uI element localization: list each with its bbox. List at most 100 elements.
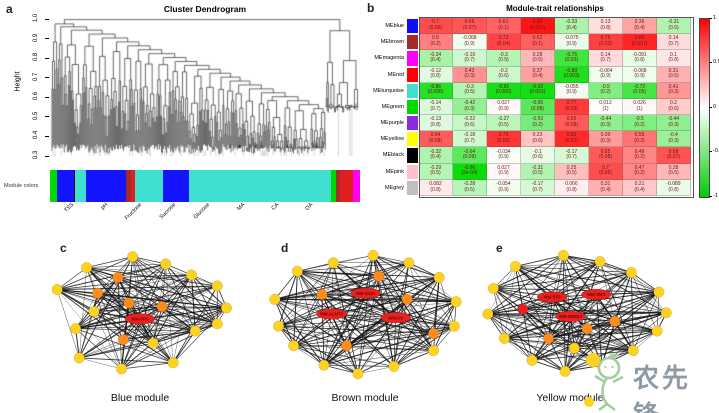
network-edge <box>346 276 380 346</box>
network-node <box>147 337 159 349</box>
heatmap-row: MEpink -0.29 (0.5) -0.96 (2e-04) 0.027 (0.9) -0… <box>373 163 691 180</box>
hub-label: WM-SWEET <box>559 314 583 319</box>
cell-p-value: (0.3) <box>600 121 611 128</box>
network-node <box>291 265 303 277</box>
network-edge <box>365 262 410 294</box>
cell-p-value: (0.7) <box>430 105 441 112</box>
network-edge <box>121 318 141 370</box>
network-edge <box>504 337 566 372</box>
cell-p-value: (0.7) <box>566 154 577 161</box>
network-edge <box>574 347 634 352</box>
hub-node <box>581 288 612 301</box>
module-bar-segment <box>126 170 132 202</box>
network-edge <box>515 265 660 293</box>
heatmap-cell: 0.31 (0.4) <box>589 179 623 196</box>
network-edge <box>632 291 660 351</box>
network-edge <box>293 277 440 347</box>
network-edge <box>548 296 553 339</box>
heatmap-cell: -0.12 (0.8) <box>419 66 453 83</box>
cell-p-value: (0.8) <box>430 73 441 80</box>
cell-correlation-value: -0.96 <box>463 164 476 171</box>
network-edge <box>117 277 227 309</box>
cell-p-value: (0.8) <box>430 186 441 193</box>
network-edge <box>395 277 440 318</box>
module-bar-segment <box>50 170 57 202</box>
network-edge <box>172 274 192 363</box>
cell-correlation-value: 0.79 <box>498 132 509 139</box>
cell-correlation-value: 0.43 <box>464 67 475 74</box>
heatmap-cell: 0.28 (0.5) <box>521 50 555 67</box>
heatmap-cell: -0.75 (0.03) <box>555 50 589 67</box>
network-node <box>543 332 555 344</box>
cell-p-value: (0.01) <box>564 137 579 144</box>
network-node <box>117 334 129 346</box>
network-edge <box>515 266 566 372</box>
network-edge <box>97 293 174 363</box>
network-edge <box>515 255 564 267</box>
network-node <box>482 308 494 320</box>
network-edge <box>514 266 524 310</box>
heatmap-cell: 0.62 (0.1) <box>521 34 555 51</box>
network-node <box>160 258 172 270</box>
network-node <box>211 280 223 292</box>
heatmap-cell: 0.13 (0.8) <box>589 18 623 35</box>
cell-p-value: (0.2) <box>600 89 611 96</box>
heatmap-cell: -0.42 (0.3) <box>453 98 487 116</box>
network-edge <box>121 362 174 370</box>
module-bar-segment <box>331 170 336 202</box>
network-edge <box>515 266 597 295</box>
network-edge <box>378 276 408 300</box>
network-edge <box>331 301 457 315</box>
network-edge <box>117 276 218 325</box>
heatmap-cell: 0.7 (0.06) <box>419 18 453 35</box>
cell-correlation-value: -0.068 <box>462 35 477 42</box>
cell-p-value: (0.9) <box>634 73 645 80</box>
cell-p-value: (0.001) <box>529 89 546 96</box>
network-edge <box>552 296 658 332</box>
cell-p-value: (0.4) <box>532 73 543 80</box>
cell-correlation-value: 0.027 <box>497 100 510 107</box>
network-edge <box>128 302 218 324</box>
heatmap-colorbar <box>699 18 710 198</box>
cell-correlation-value: -0.29 <box>429 164 442 171</box>
heatmap-cell: 0.23 (0.6) <box>521 131 555 148</box>
trait-label: OA <box>304 202 314 212</box>
heatmap-cell: 0.64 (0.08) <box>419 131 453 148</box>
network-edge <box>132 256 218 287</box>
network-edge <box>75 306 163 330</box>
network-edge <box>297 270 379 277</box>
y-tick-label: 1.0 <box>33 13 40 23</box>
network-edge <box>614 291 660 322</box>
network-node <box>517 303 529 315</box>
network-edge <box>97 293 124 340</box>
y-tick-label: 0.9 <box>33 33 40 42</box>
module-bar-segment <box>335 170 340 202</box>
cell-p-value: (0.9) <box>498 170 509 177</box>
network-edge <box>117 274 192 278</box>
cell-correlation-value: -0.33 <box>565 19 578 26</box>
colorbar-tick-label: 0.5 <box>713 59 719 66</box>
hub-label: WM-CS <box>388 315 403 320</box>
network-edge <box>522 308 575 349</box>
colorbar-tick-label: 1 <box>713 14 717 21</box>
network-edge <box>504 338 533 361</box>
network-edge <box>393 333 434 367</box>
cell-p-value: (0.4) <box>634 186 645 193</box>
cell-correlation-value: 0.85 <box>634 35 645 42</box>
network-node <box>189 325 201 337</box>
network-edge <box>365 293 395 367</box>
network-edge <box>297 271 408 300</box>
network-edge <box>86 267 192 276</box>
network-edge <box>393 325 455 367</box>
network-edge <box>393 299 408 367</box>
cell-correlation-value: -0.89 <box>565 67 578 74</box>
network-edge <box>57 256 133 290</box>
cell-p-value: (0.08) <box>564 121 579 128</box>
network-edge <box>117 277 163 307</box>
module-name-label: MEpink <box>385 168 404 175</box>
y-tick-mark <box>45 38 49 40</box>
network-edge <box>346 333 434 347</box>
cell-correlation-value: 0.7 <box>602 164 609 171</box>
heatmap-row: MEred -0.12 (0.8) 0.43 (0.3) -0.2 (0.6) 0.37 (0.… <box>373 66 691 83</box>
network-edge <box>504 338 575 349</box>
